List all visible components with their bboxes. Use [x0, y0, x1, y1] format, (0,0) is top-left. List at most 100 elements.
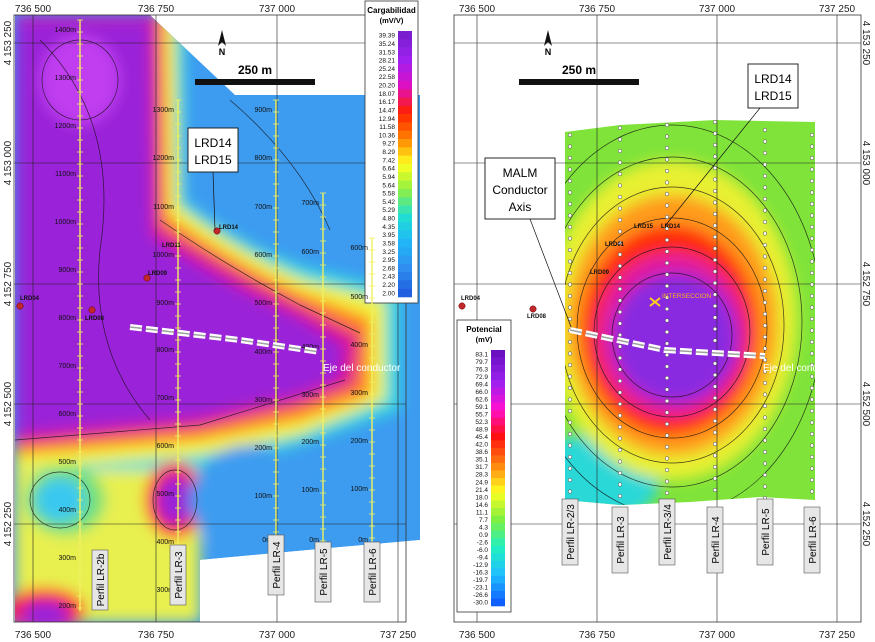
- legend-swatch: [491, 357, 505, 366]
- station-dot: [617, 482, 623, 487]
- station-dot: [809, 374, 815, 379]
- station-dot: [809, 443, 815, 448]
- station-dot: [617, 378, 623, 384]
- north-arrow: [218, 30, 226, 46]
- station-dot: [567, 144, 573, 149]
- legend-value: 35.24: [379, 41, 396, 48]
- profile-label: Perfil LR-6: [803, 506, 821, 574]
- station-label: 800m: [156, 347, 174, 354]
- station-dot: [664, 444, 670, 450]
- x-coordinate: 737 000: [259, 4, 296, 15]
- legend-value: 12.94: [379, 116, 396, 123]
- legend-value: 48.9: [475, 427, 488, 434]
- legend-swatch: [491, 365, 505, 373]
- legend-swatch: [491, 493, 505, 501]
- legend-value: 7.42: [382, 157, 395, 164]
- station-label: 600m: [58, 411, 76, 418]
- y-coordinate: 4 153 000: [3, 140, 14, 185]
- legend-swatch: [491, 500, 505, 509]
- station-label: 700m: [301, 200, 319, 207]
- legend-value: 6.64: [382, 166, 395, 173]
- scale-label: 250 m: [238, 63, 272, 77]
- station-dot: [567, 454, 573, 460]
- north-arrow: [544, 30, 552, 46]
- station-label: 1400m: [55, 27, 77, 34]
- scale-label: 250 m: [562, 63, 596, 77]
- station-dot: [762, 265, 768, 271]
- x-coordinate: 736 500: [15, 630, 52, 641]
- station-dot: [617, 436, 623, 441]
- station-dot: [809, 167, 815, 172]
- station-dot: [567, 213, 573, 218]
- station-dot: [664, 168, 670, 174]
- station-dot: [809, 466, 815, 471]
- legend-value: 4.35: [382, 224, 395, 231]
- legend-swatch: [491, 410, 505, 419]
- station-dot: [762, 219, 768, 225]
- callout-text: Axis: [509, 200, 532, 214]
- station-label: 400m: [156, 539, 174, 546]
- legend-value: 3.58: [382, 240, 395, 247]
- drill-hole: [143, 274, 151, 282]
- profile-label: Perfil LR-2/3: [561, 498, 579, 566]
- conductor-axis-core: [569, 329, 766, 357]
- legend-value: 62.6: [475, 396, 488, 403]
- station-dot: [664, 145, 670, 151]
- legend-value: 2.68: [382, 265, 395, 272]
- legend-value: 11.1: [476, 509, 489, 516]
- station-label: 1300m: [55, 75, 77, 82]
- x-coordinate: 737 000: [259, 630, 296, 641]
- station-label: 900m: [254, 107, 272, 114]
- profile-label: Perfil LR-3: [611, 506, 629, 574]
- station-dot: [567, 270, 573, 276]
- legend-value: 52.3: [475, 419, 488, 426]
- legend-swatch: [491, 583, 505, 592]
- legend-value: 2.43: [382, 274, 395, 281]
- station-dot: [762, 242, 768, 248]
- drill-hole: [529, 305, 537, 313]
- station-label: 1200m: [55, 123, 77, 130]
- legend-swatch: [398, 238, 412, 248]
- station-dot: [664, 157, 670, 162]
- station-dot: [809, 316, 815, 322]
- legend-value: 4.80: [382, 216, 395, 223]
- station-label: 600m: [350, 245, 368, 252]
- intersection-marker: [649, 297, 661, 307]
- axis-label: Eje del conductor: [323, 363, 401, 374]
- drill-hole-label: LRD09: [590, 270, 610, 276]
- profile-label-box: [363, 541, 381, 603]
- legend-value: 66.0: [475, 389, 488, 396]
- legend-swatch: [398, 80, 412, 90]
- station-dot: [567, 420, 573, 425]
- legend-swatch: [398, 180, 412, 190]
- legend-value: -30.0: [473, 600, 488, 607]
- legend-value: -19.7: [473, 577, 488, 584]
- station-dot: [567, 190, 573, 195]
- station-dot: [664, 456, 670, 461]
- station-dot: [809, 144, 815, 149]
- station-dot: [809, 259, 815, 264]
- station-dot: [762, 346, 768, 351]
- station-dot: [617, 470, 623, 476]
- station-dot: [712, 384, 718, 389]
- station-dot: [617, 229, 623, 234]
- legend-swatch: [491, 508, 505, 516]
- station-dot: [712, 269, 718, 274]
- station-dot: [712, 361, 718, 366]
- profile-label-text: Perfil LR-6: [808, 516, 819, 564]
- callout-box: [747, 63, 799, 109]
- legend-value: 25.24: [379, 66, 396, 73]
- x-coordinate: 736 750: [579, 630, 616, 641]
- station-dot: [712, 257, 718, 263]
- profile-label-text: Perfil LR-2b: [96, 553, 107, 606]
- legend-swatch: [491, 478, 505, 486]
- legend-swatch: [398, 272, 412, 281]
- profile-label-text: Perfil LR-3: [174, 551, 185, 599]
- north-label: N: [219, 47, 226, 57]
- station-dot: [712, 338, 718, 343]
- legend-value: 5.29: [382, 207, 395, 214]
- station-dot: [762, 403, 768, 409]
- station-dot: [617, 252, 623, 257]
- legend-swatch: [398, 222, 412, 231]
- station-label: 600m: [254, 252, 272, 259]
